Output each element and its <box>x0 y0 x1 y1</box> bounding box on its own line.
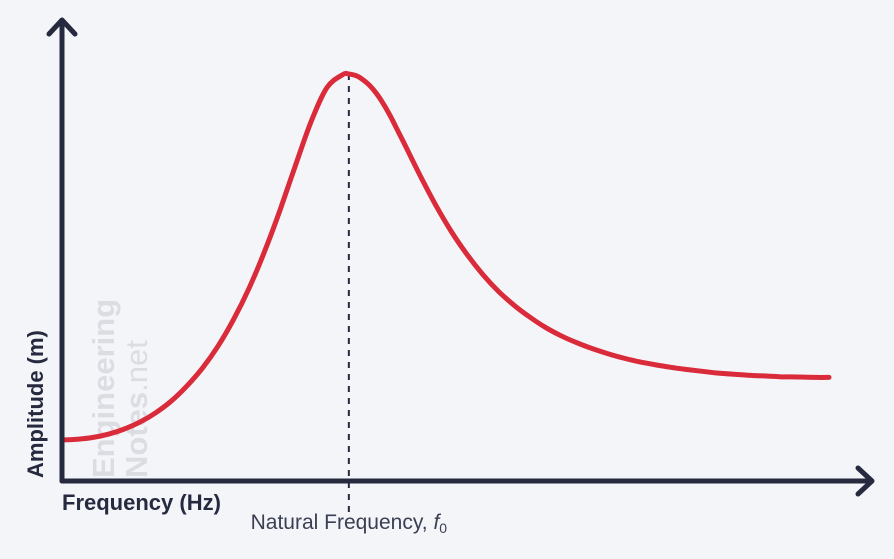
natural-frequency-label: Natural Frequency, f0 <box>251 511 448 536</box>
y-axis-label: Amplitude (m) <box>23 330 48 478</box>
axes <box>46 17 875 497</box>
x-axis-arrow <box>855 465 875 497</box>
watermark-line2-light: .net <box>119 340 154 392</box>
watermark-line1: Engineering <box>86 299 121 478</box>
amplitude-curve <box>59 70 832 443</box>
y-axis-arrow <box>46 17 78 37</box>
watermark-line2-bold: Notes <box>119 392 154 478</box>
natural-frequency-symbol: f <box>433 511 441 534</box>
watermark-line2: Notes.net <box>119 340 154 478</box>
natural-frequency-subscript: 0 <box>439 520 447 536</box>
x-axis-label: Frequency (Hz) <box>62 490 221 515</box>
watermark-logo: Engineering Notes.net <box>86 299 154 478</box>
natural-frequency-label-text: Natural Frequency, <box>251 511 434 534</box>
